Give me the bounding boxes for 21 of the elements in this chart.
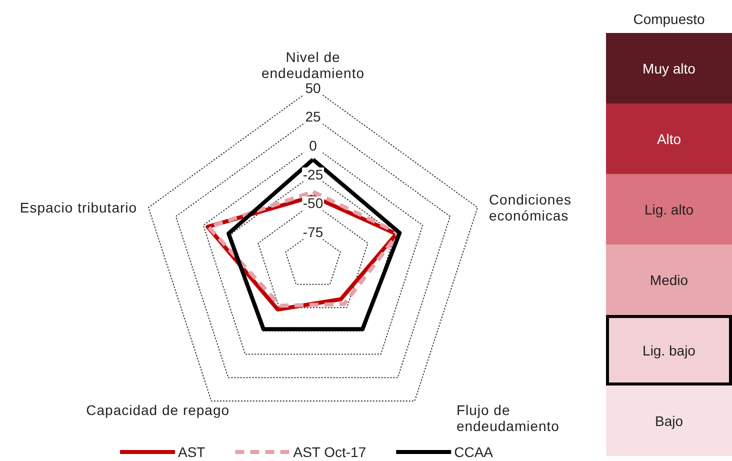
y-tick-label: 25 [305, 108, 321, 125]
spoke-label: Espacio tributario [20, 200, 138, 216]
legend-label: AST [178, 444, 206, 460]
y-tick-label: -75 [302, 224, 324, 240]
y-tick-label: -25 [302, 166, 324, 182]
legend-label: AST Oct-17 [293, 444, 366, 460]
y-tick-label: -50 [302, 195, 324, 212]
y-tick-label: 50 [305, 80, 321, 96]
spoke-label: Flujo de endeudamiento [456, 402, 560, 434]
category-label: Medio [650, 272, 688, 288]
text: Compuesto [633, 11, 706, 27]
category-label: Bajo [654, 412, 684, 429]
category-label: Alto [656, 130, 682, 147]
spoke-label: Nivel de endeudamiento [261, 49, 365, 81]
category-label: Lig. bajo [642, 342, 696, 358]
category-label: Lig. alto [644, 201, 694, 218]
spoke-label: Capacidad de repago [86, 402, 230, 418]
y-tick-label: 0 [309, 138, 318, 154]
legend-label: CCAA [454, 444, 494, 460]
category-label: Muy alto [642, 60, 696, 76]
spoke-label: Condiciones económicas [488, 192, 572, 224]
